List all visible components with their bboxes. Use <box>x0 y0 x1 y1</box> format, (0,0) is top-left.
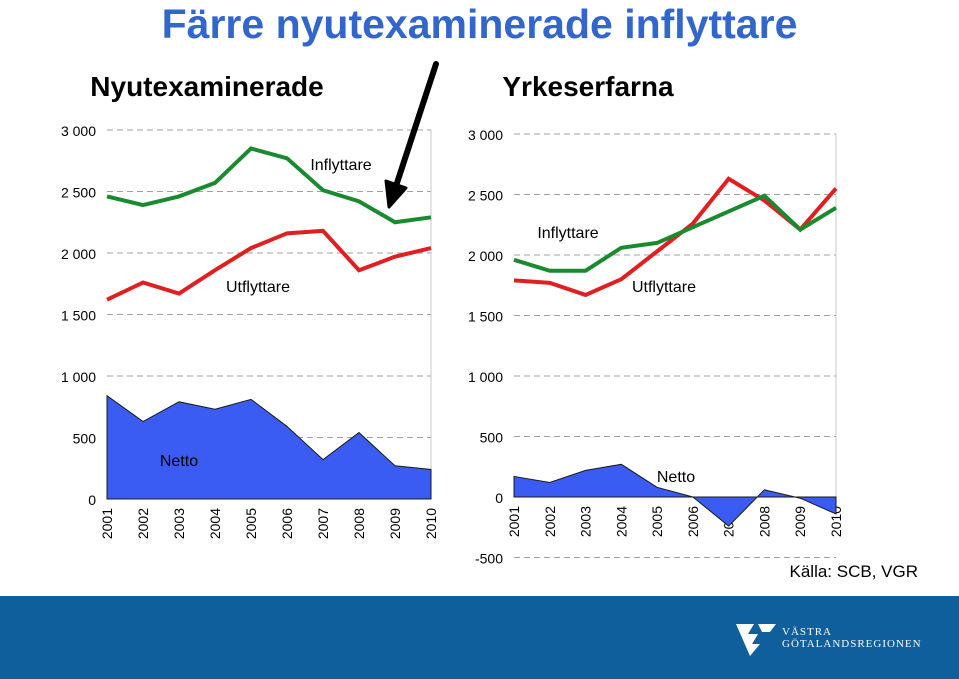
footer-band <box>0 596 959 679</box>
y-tick-label: 500 <box>480 430 504 446</box>
y-tick-label: 500 <box>73 431 97 447</box>
y-axis-ticks: 0 500 1 000 1 500 2 000 2 500 3 000 <box>61 123 96 508</box>
series-label-inflyttare: Inflyttare <box>310 157 371 174</box>
y-tick-label: 2 000 <box>468 248 503 264</box>
y-tick-label: 1 500 <box>468 309 503 325</box>
series-labels: Inflyttare Utflyttare Netto <box>537 225 696 486</box>
arrow-annotation <box>384 61 439 209</box>
netto-area <box>106 394 432 500</box>
series-label-utflyttare: Utflyttare <box>632 279 696 296</box>
x-tick-label: 2001 <box>99 508 115 539</box>
series-labels: Inflyttare Utflyttare Netto <box>160 157 372 470</box>
x-tick-label: 2009 <box>792 506 808 537</box>
x-tick-label: 2005 <box>243 508 259 539</box>
y-tick-label: 2 500 <box>468 188 503 204</box>
y-tick-label: 0 <box>495 490 503 506</box>
series-label-utflyttare: Utflyttare <box>226 279 290 296</box>
utflyttare-line <box>106 228 432 302</box>
x-tick-label: 2008 <box>351 508 367 539</box>
chart-nyutexaminerade: Nyutexaminerade 0 500 1 000 1 500 2 000 2 500… <box>61 71 439 539</box>
y-axis-ticks: -500 0 500 1 000 1 500 2 000 2 500 3 000 <box>468 127 503 567</box>
series-label-inflyttare: Inflyttare <box>537 225 598 242</box>
y-tick-label: 1 500 <box>61 308 96 324</box>
y-tick-label: 3 000 <box>61 123 96 139</box>
x-tick-label: 2010 <box>828 506 844 537</box>
x-tick-label: 2002 <box>542 506 558 537</box>
x-tick-label: 2005 <box>649 506 665 537</box>
x-tick-label: 2003 <box>578 506 594 537</box>
logo-mark-icon <box>736 624 776 656</box>
y-tick-label: 2 000 <box>61 246 96 262</box>
slide-title: Färre nyutexaminerade inflyttare <box>161 1 798 47</box>
x-tick-label: 2001 <box>506 506 522 537</box>
netto-area-shape <box>513 463 837 527</box>
series-lines <box>106 146 432 302</box>
y-tick-label: 1 000 <box>61 369 96 385</box>
chart-title-yrkeserfarna: Yrkeserfarna <box>502 71 674 102</box>
y-tick-label: -500 <box>475 551 503 567</box>
source-label: Källa: SCB, VGR <box>790 562 919 581</box>
inflyttare-line <box>106 146 432 225</box>
x-tick-label: 2002 <box>135 508 151 539</box>
x-tick-label: 2004 <box>613 506 629 537</box>
netto-area <box>513 463 837 527</box>
y-tick-label: 0 <box>88 492 96 508</box>
x-tick-label: 2003 <box>171 508 187 539</box>
inflyttare-line <box>513 193 838 273</box>
series-label-netto: Netto <box>160 453 198 470</box>
x-tick-label: 2008 <box>756 506 772 537</box>
x-tick-label: 2006 <box>279 508 295 539</box>
logo-line-1: VÄSTRA <box>782 626 833 638</box>
x-tick-label: 2010 <box>423 508 439 539</box>
chart-title-nyutexaminerade: Nyutexaminerade <box>90 71 323 102</box>
x-tick-label: 2007 <box>315 508 331 539</box>
x-axis-ticks: 2001 2002 2003 2004 2005 2006 2007 2008 2009 2010 <box>99 508 439 539</box>
y-tick-label: 3 000 <box>468 127 503 143</box>
x-tick-label: 2009 <box>387 508 403 539</box>
y-tick-label: 2 500 <box>61 185 96 201</box>
chart-yrkeserfarna: Yrkeserfarna -500 0 500 1 000 1 500 2 000 2 50… <box>468 71 844 567</box>
logo-line-2: GÖTALANDSREGIONEN <box>782 638 922 650</box>
series-label-netto: Netto <box>657 469 695 486</box>
series-lines <box>513 176 838 298</box>
y-tick-label: 1 000 <box>468 369 503 385</box>
x-tick-label: 2004 <box>207 508 223 539</box>
x-tick-label: 2006 <box>685 506 701 537</box>
netto-area-shape <box>106 394 432 500</box>
logo-wordmark: VÄSTRA GÖTALANDSREGIONEN <box>782 626 922 650</box>
